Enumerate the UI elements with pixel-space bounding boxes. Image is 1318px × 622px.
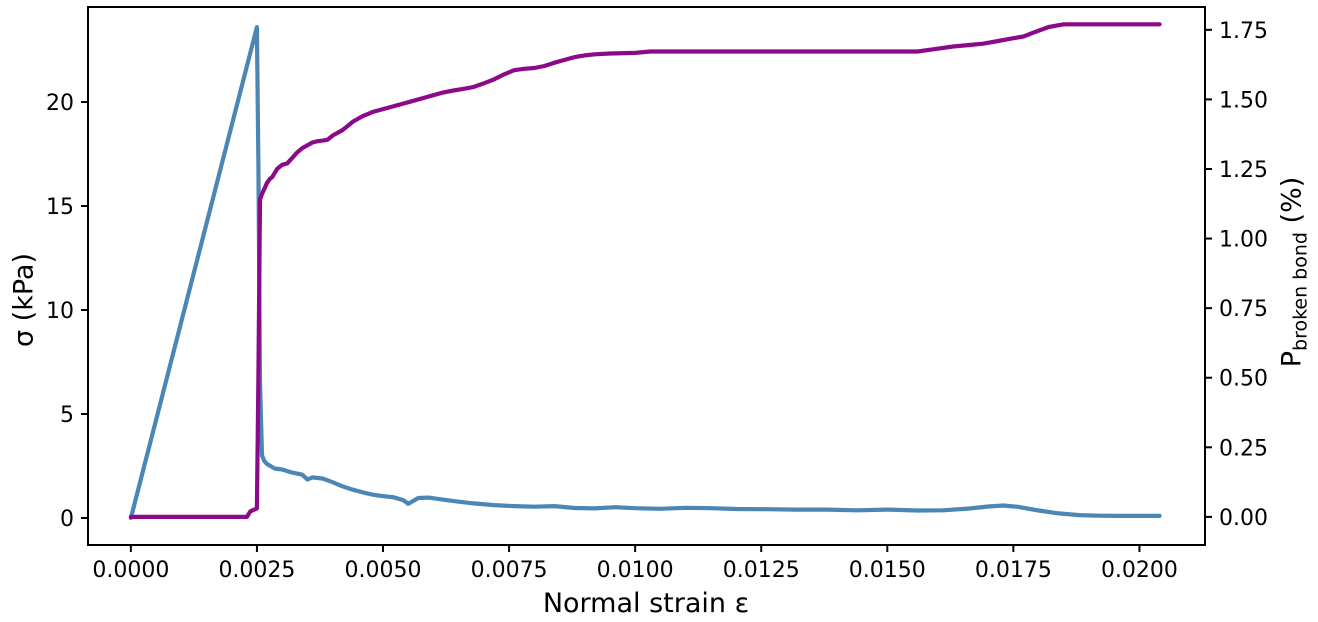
plot-border (87, 6, 1206, 546)
y-right-tick-label: 0.50 (1219, 367, 1268, 392)
x-tick-label: 0.0075 (471, 558, 548, 583)
series-sigma-line (128, 25, 1162, 521)
y-right-tick-label: 1.75 (1219, 19, 1268, 44)
y-right-label-prefix: P (1276, 350, 1308, 368)
y-left-tick-label: 10 (46, 299, 74, 324)
x-tick-label: 0.0100 (597, 558, 674, 583)
data-series (128, 22, 1162, 521)
y-left-tick-label: 5 (60, 403, 74, 428)
y-axis-label-left: σ (kPa) (8, 252, 40, 348)
y-left-tick-label: 15 (46, 195, 74, 220)
x-tick-label: 0.0200 (1101, 558, 1178, 583)
y-right-tick-label: 1.25 (1219, 158, 1268, 183)
y-right-tick-label: 0.00 (1219, 506, 1268, 531)
y-right-tick-label: 0.25 (1219, 436, 1268, 461)
x-tick-label: 0.0125 (723, 558, 800, 583)
y-axis-label-right: Pbroken bond (%) (1277, 177, 1312, 368)
y-right-label-suffix: (%) (1276, 176, 1308, 233)
x-tick-label: 0.0000 (92, 558, 169, 583)
x-axis-label: Normal strain ε (542, 588, 750, 619)
x-tick-label: 0.0150 (849, 558, 926, 583)
y-left-tick-label: 0 (60, 507, 74, 532)
y-right-tick-label: 1.00 (1219, 228, 1268, 253)
y-right-tick-label: 1.50 (1219, 88, 1268, 113)
x-tick-label: 0.0050 (345, 558, 422, 583)
plot-spines (87, 6, 1206, 546)
series-p-broken-bond-line (128, 22, 1162, 520)
y-left-tick-label: 20 (46, 91, 74, 116)
x-tick-label: 0.0175 (975, 558, 1052, 583)
y-right-label-subscript: broken bond (1289, 232, 1312, 351)
axis-ticks: 0.0000 0.0025 0.0050 0.0075 0.0100 0.0125 0.01… (46, 19, 1268, 583)
y-right-tick-label: 0.75 (1219, 297, 1268, 322)
x-tick-label: 0.0025 (218, 558, 295, 583)
